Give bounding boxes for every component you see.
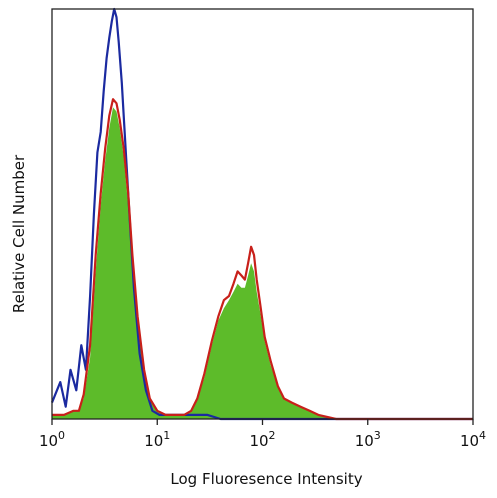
x-tick-label-exponent: 3	[374, 429, 381, 442]
series-layer	[50, 7, 473, 421]
x-tick-label-exponent: 1	[163, 429, 170, 442]
x-tick-label-exponent: 0	[58, 429, 65, 442]
x-axis-title: Log Fluoresence Intensity	[170, 470, 362, 488]
x-tick-label: 103	[355, 429, 381, 450]
x-tick-label-base: 10	[249, 432, 268, 450]
line-histogram-series	[52, 98, 473, 421]
x-tick-label-base: 10	[144, 432, 163, 450]
x-tick-label-base: 10	[460, 432, 479, 450]
x-ticks: 100 101 102 103 104	[39, 419, 486, 450]
filled-histogram-series	[52, 107, 473, 420]
x-tick-label-exponent: 2	[269, 429, 276, 442]
x-tick-label: 101	[144, 429, 170, 450]
x-tick-label-exponent: 4	[479, 429, 486, 442]
y-axis-title: Relative Cell Number	[10, 154, 28, 313]
line-histogram-series	[50, 7, 473, 421]
x-tick-label: 102	[249, 429, 275, 450]
x-tick-label-base: 10	[39, 432, 58, 450]
x-tick-label: 100	[39, 429, 65, 450]
x-tick-label: 104	[460, 429, 486, 450]
x-tick-label-base: 10	[355, 432, 374, 450]
